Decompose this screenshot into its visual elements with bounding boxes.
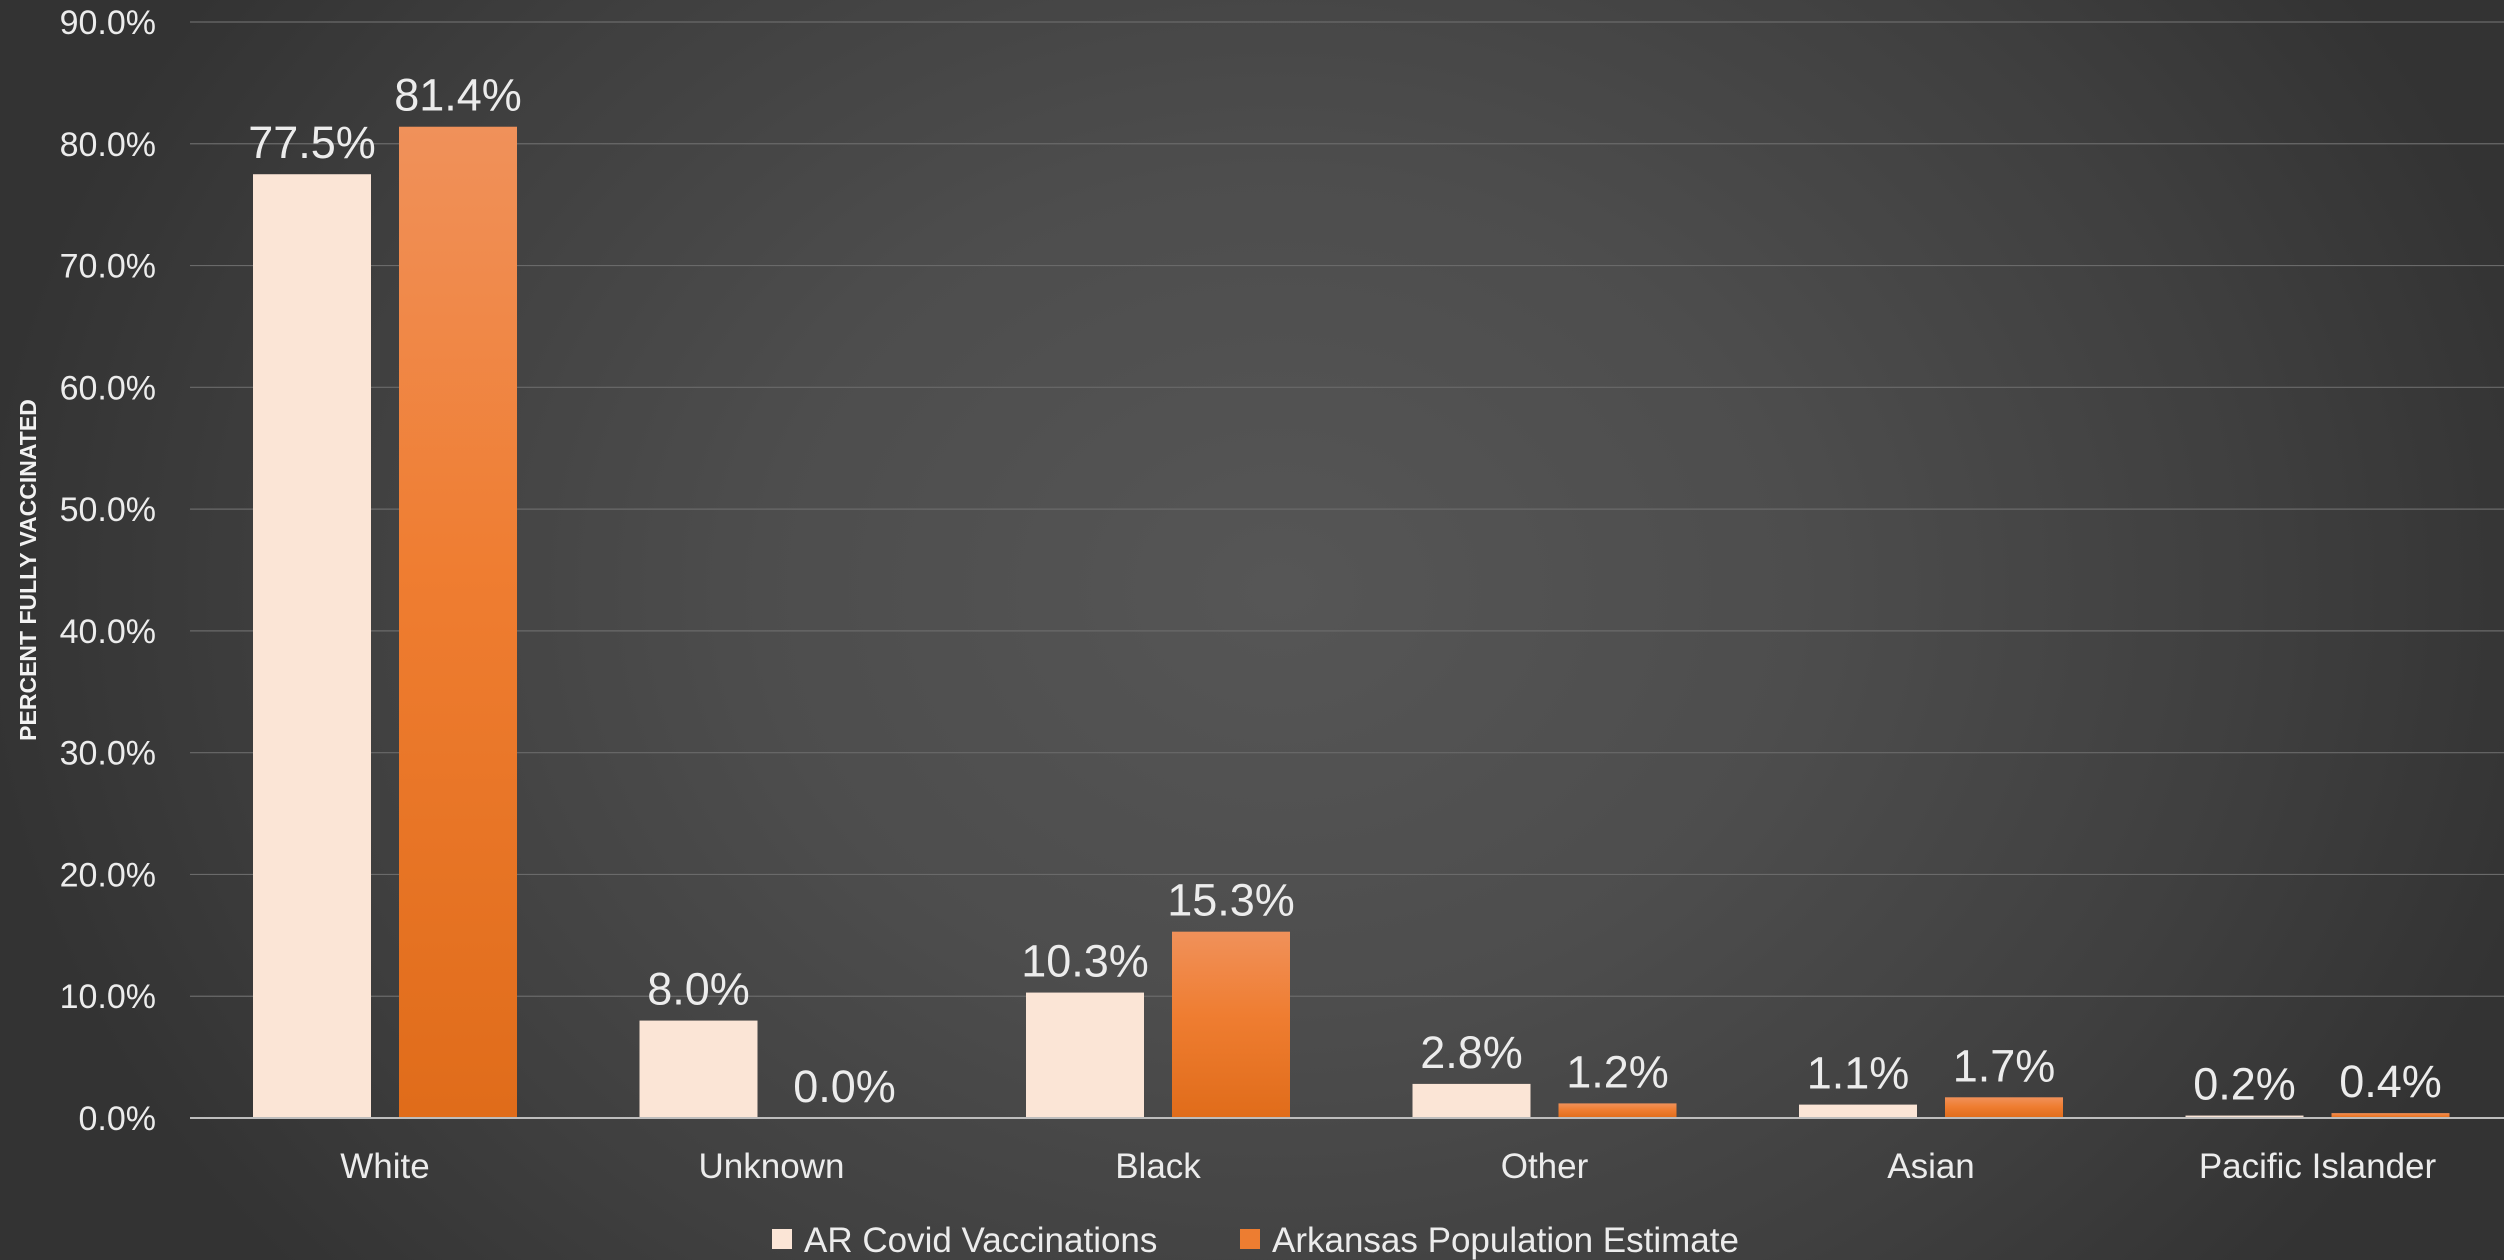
data-label: 1.7% bbox=[1953, 1040, 2056, 1091]
x-axis-categories: White Unknown Black Other Asian Pacific Islan… bbox=[340, 1147, 2436, 1186]
bar-arkansas-population-estimate bbox=[399, 126, 517, 1119]
data-label: 1.1% bbox=[1807, 1048, 1910, 1099]
bars bbox=[253, 126, 2450, 1119]
bar-ar-covid-vaccinations bbox=[2185, 1115, 2304, 1118]
y-tick-label: 40.0% bbox=[60, 613, 156, 651]
legend-label: Arkansas Population Estimate bbox=[1272, 1221, 1739, 1260]
legend-swatch bbox=[1240, 1229, 1260, 1249]
data-label: 2.8% bbox=[1420, 1027, 1523, 1078]
y-axis-title: PERCENT FULLY VACCINATED bbox=[15, 399, 41, 741]
bar-ar-covid-vaccinations bbox=[639, 1020, 758, 1118]
category-label: Black bbox=[1115, 1147, 1201, 1186]
data-label: 8.0% bbox=[647, 964, 750, 1015]
data-label: 81.4% bbox=[394, 70, 522, 121]
data-label: 0.2% bbox=[2193, 1059, 2296, 1110]
bar-ar-covid-vaccinations bbox=[1412, 1083, 1531, 1118]
data-label: 0.4% bbox=[2339, 1056, 2442, 1107]
bar-ar-covid-vaccinations bbox=[1799, 1104, 1917, 1118]
data-label: 15.3% bbox=[1167, 875, 1295, 926]
data-label: 0.0% bbox=[793, 1061, 896, 1112]
category-label: White bbox=[340, 1147, 429, 1186]
bar-arkansas-population-estimate bbox=[1172, 931, 1290, 1118]
y-tick-label: 60.0% bbox=[60, 369, 156, 407]
data-label: 10.3% bbox=[1021, 936, 1149, 987]
category-label: Pacific Islander bbox=[2199, 1147, 2437, 1186]
category-label: Unknown bbox=[699, 1147, 845, 1186]
y-tick-label: 80.0% bbox=[60, 126, 156, 164]
y-tick-label: 30.0% bbox=[60, 735, 156, 773]
legend: AR Covid Vaccinations Arkansas Population… bbox=[772, 1221, 1739, 1260]
category-label: Asian bbox=[1887, 1147, 1975, 1186]
y-tick-label: 90.0% bbox=[60, 4, 156, 42]
y-axis-ticks: 0.0% 10.0% 20.0% 30.0% 40.0% 50.0% 60.0% 70.0% 8… bbox=[60, 4, 156, 1138]
y-tick-label: 0.0% bbox=[79, 1100, 157, 1138]
legend-swatch bbox=[772, 1229, 792, 1249]
data-label: 1.2% bbox=[1566, 1046, 1669, 1097]
bar-arkansas-population-estimate bbox=[1945, 1097, 2063, 1118]
category-label: Other bbox=[1501, 1147, 1589, 1186]
bar-arkansas-population-estimate bbox=[2331, 1113, 2450, 1118]
y-tick-label: 50.0% bbox=[60, 491, 156, 529]
bar-ar-covid-vaccinations bbox=[253, 174, 371, 1118]
bar-ar-covid-vaccinations bbox=[1026, 992, 1144, 1118]
bar-arkansas-population-estimate bbox=[1558, 1103, 1677, 1118]
data-labels: 77.5% 81.4% 8.0% 0.0% 10.3% 15.3% 2.8% 1.2% 1.1%… bbox=[248, 70, 2442, 1112]
data-label: 77.5% bbox=[248, 117, 376, 168]
y-tick-label: 10.0% bbox=[60, 978, 156, 1016]
legend-label: AR Covid Vaccinations bbox=[804, 1221, 1157, 1260]
y-tick-label: 20.0% bbox=[60, 856, 156, 894]
y-tick-label: 70.0% bbox=[60, 248, 156, 286]
gridlines bbox=[190, 21, 2504, 997]
